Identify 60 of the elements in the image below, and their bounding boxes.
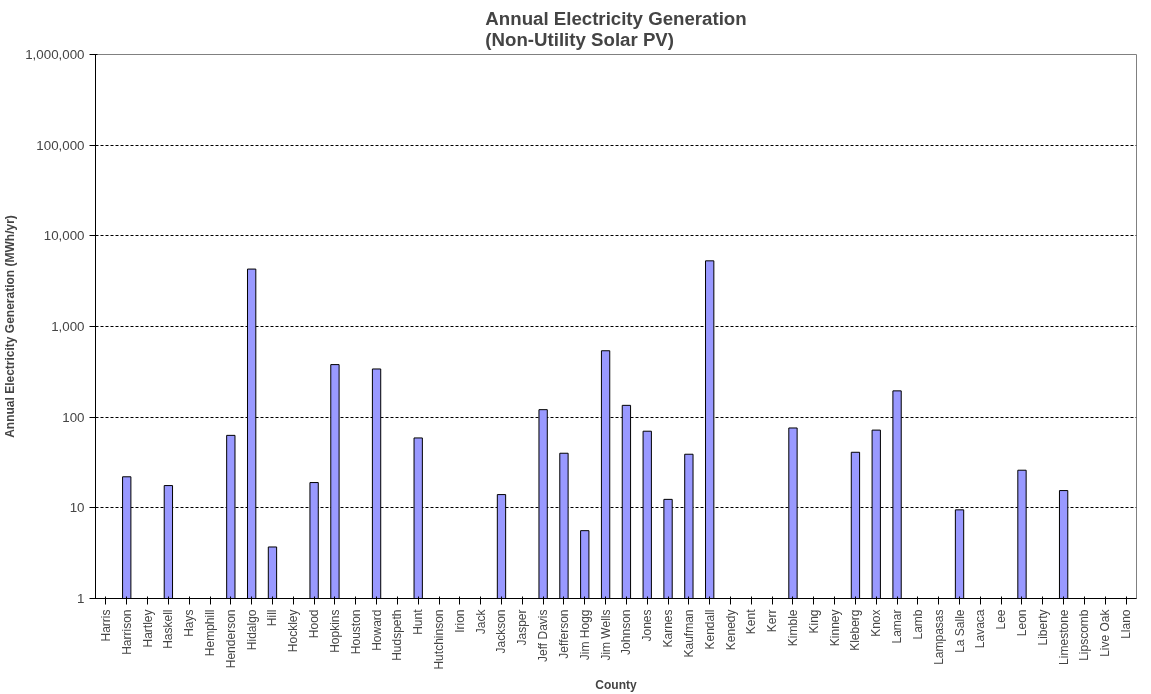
x-tick-label: Hopkins <box>327 609 342 653</box>
x-tick-label: Lee <box>994 609 1009 630</box>
x-tick-label: Karnes <box>661 609 676 648</box>
x-tick-label: Jackson <box>494 609 509 654</box>
x-tick-label: Irion <box>452 609 467 633</box>
x-tick-label: Jim Wells <box>598 609 613 661</box>
x-tick-label: Leon <box>1014 609 1029 637</box>
x-tick-label: Kimble <box>785 609 800 647</box>
x-axis-title: County <box>595 677 637 692</box>
x-tick-label: Henderson <box>223 609 238 669</box>
x-tick-label: Jefferson <box>556 609 571 659</box>
x-tick-label: Knox <box>869 609 884 637</box>
x-tick-label: Lampasas <box>931 609 946 665</box>
x-tick-label: Jones <box>640 609 655 642</box>
x-tick-label: Howard <box>369 609 384 651</box>
x-tick-label: Hutchinson <box>432 609 447 670</box>
x-tick-label: Liberty <box>1035 609 1050 646</box>
y-tick-label: 1,000,000 <box>25 47 85 62</box>
x-tick-label: Jim Hogg <box>577 609 592 661</box>
y-axis-title: Annual Electricity Generation (MWh/yr) <box>3 215 18 438</box>
x-tick-label: Lamb <box>910 609 925 640</box>
x-tick-label: Kaufman <box>681 609 696 658</box>
x-tick-label: Lamar <box>890 609 905 644</box>
x-tick-label: Hartley <box>140 609 155 648</box>
x-tick-label: Lipscomb <box>1077 609 1092 661</box>
x-tick-label: Kleberg <box>848 609 863 651</box>
x-tick-label: Kendall <box>702 609 717 650</box>
x-tick-label: Haskell <box>161 609 176 649</box>
x-tick-label: Hood <box>307 609 322 639</box>
y-tick-label: 1 <box>77 591 85 606</box>
x-tick-label: Houston <box>348 609 363 655</box>
x-tick-label: King <box>806 609 821 634</box>
x-tick-label: Harris <box>98 609 113 642</box>
y-tick-label: 100,000 <box>36 137 85 153</box>
x-tick-label: Hidalgo <box>244 609 259 651</box>
x-tick-label: Hudspeth <box>390 609 405 661</box>
x-tick-label: La Salle <box>952 609 967 653</box>
x-tick-label: Johnson <box>619 609 634 655</box>
x-tick-label: Kenedy <box>723 609 738 651</box>
x-tick-label: Hill <box>265 609 280 627</box>
x-tick-label: Kent <box>744 608 759 635</box>
x-tick-label: Hockley <box>286 609 301 653</box>
x-tick-label: Hays <box>182 609 197 637</box>
x-tick-label: Kerr <box>765 609 780 633</box>
x-tick-label: Hemphill <box>203 609 218 657</box>
x-tick-label: Live Oak <box>1098 608 1113 657</box>
x-tick-label: Lavaca <box>973 609 988 649</box>
y-tick-label: 1,000 <box>51 319 85 334</box>
y-tick-label: 10 <box>69 500 85 516</box>
y-tick-label: 10,000 <box>43 228 85 244</box>
x-tick-label: Llano <box>1119 609 1134 639</box>
x-tick-label: Jack <box>473 608 488 635</box>
x-tick-label: Hunt <box>411 608 426 635</box>
y-tick-label: 100 <box>62 409 85 425</box>
x-tick-label: Limestone <box>1056 609 1071 665</box>
x-tick-label: Jeff Davis <box>536 609 551 662</box>
chart-title: Annual Electricity Generation (Non-Utility Solar PV) <box>485 7 747 50</box>
x-tick-label: Jasper <box>515 609 530 646</box>
x-tick-label: Harrison <box>119 609 134 655</box>
x-tick-label: Kinney <box>827 609 842 647</box>
